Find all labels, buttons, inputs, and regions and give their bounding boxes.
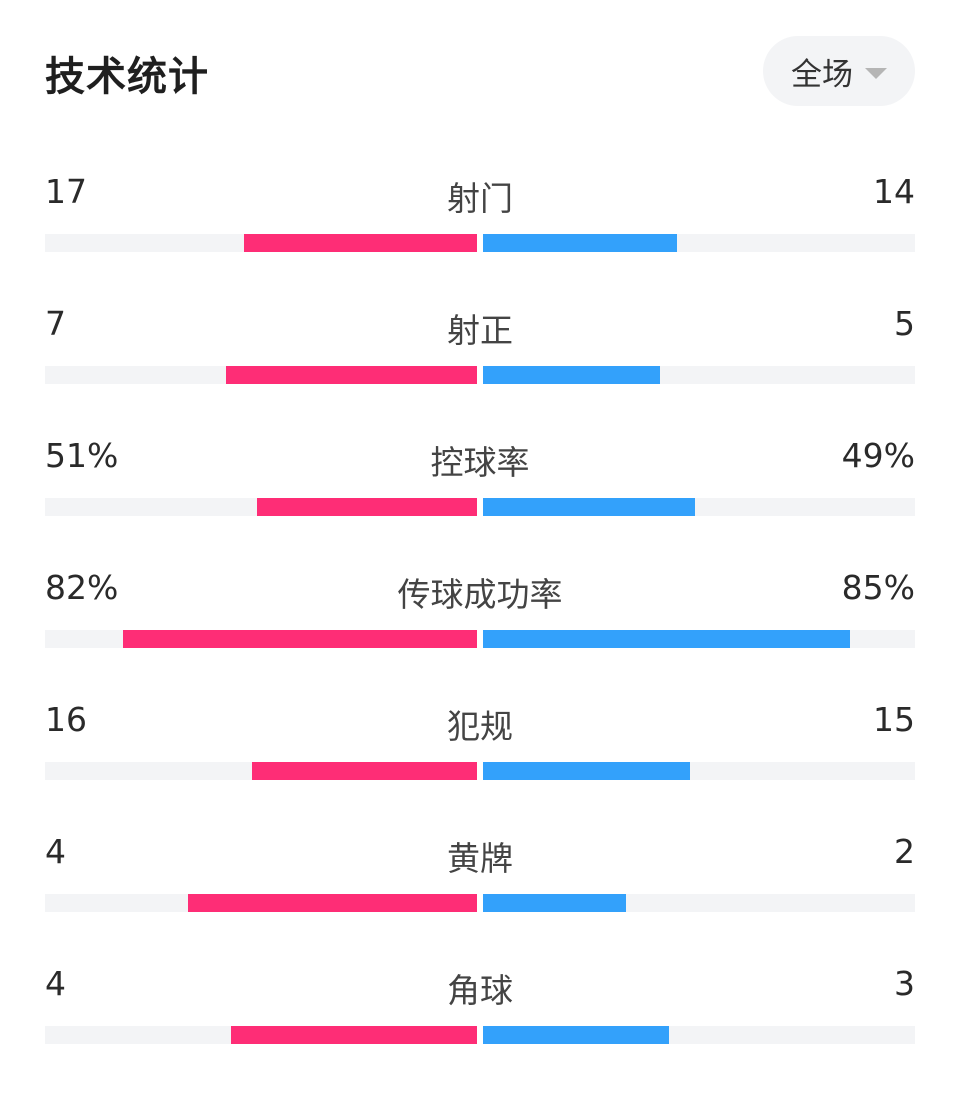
comparison-bar xyxy=(45,762,915,780)
home-value: 16 xyxy=(45,700,87,739)
comparison-bar xyxy=(45,1026,915,1044)
stats-list: 17 射门 14 7 射正 5 51% 控球率 49% xyxy=(45,160,915,1084)
away-bar xyxy=(483,630,850,648)
stat-label: 射门 xyxy=(447,179,513,218)
home-value: 4 xyxy=(45,832,66,871)
home-bar xyxy=(188,894,477,912)
period-dropdown[interactable]: 全场 xyxy=(763,36,915,106)
home-value: 51% xyxy=(45,436,119,475)
stat-label: 传球成功率 xyxy=(397,575,563,614)
home-value: 7 xyxy=(45,304,66,343)
stat-row: 4 角球 3 xyxy=(45,952,915,1084)
home-bar xyxy=(252,762,477,780)
page-title: 技术统计 xyxy=(45,54,209,100)
away-value: 49% xyxy=(841,436,915,475)
home-bar xyxy=(257,498,477,516)
stat-row: 4 黄牌 2 xyxy=(45,820,915,952)
away-value: 2 xyxy=(894,832,915,871)
away-bar xyxy=(483,1026,669,1044)
home-bar xyxy=(226,366,477,384)
away-value: 3 xyxy=(894,964,915,1003)
home-value: 17 xyxy=(45,172,87,211)
stat-row: 16 犯规 15 xyxy=(45,688,915,820)
comparison-bar xyxy=(45,234,915,252)
stat-label: 控球率 xyxy=(430,443,530,482)
away-bar xyxy=(483,762,690,780)
away-value: 14 xyxy=(873,172,915,211)
comparison-bar xyxy=(45,498,915,516)
home-bar xyxy=(231,1026,477,1044)
away-value: 85% xyxy=(841,568,915,607)
home-bar xyxy=(123,630,477,648)
stat-row: 17 射门 14 xyxy=(45,160,915,292)
away-bar xyxy=(483,234,677,252)
stat-row: 51% 控球率 49% xyxy=(45,424,915,556)
stats-header: 技术统计 全场 xyxy=(45,36,915,108)
away-bar xyxy=(483,366,660,384)
stat-label: 犯规 xyxy=(447,707,513,746)
comparison-bar xyxy=(45,366,915,384)
caret-down-icon xyxy=(865,67,887,79)
away-bar xyxy=(483,894,626,912)
comparison-bar xyxy=(45,894,915,912)
home-value: 4 xyxy=(45,964,66,1003)
stat-row: 82% 传球成功率 85% xyxy=(45,556,915,688)
stat-label: 角球 xyxy=(447,971,513,1010)
away-bar xyxy=(483,498,695,516)
home-bar xyxy=(244,234,477,252)
period-dropdown-label: 全场 xyxy=(791,56,853,93)
stat-row: 7 射正 5 xyxy=(45,292,915,424)
stat-label: 射正 xyxy=(447,311,513,350)
stat-label: 黄牌 xyxy=(447,839,513,878)
away-value: 5 xyxy=(894,304,915,343)
away-value: 15 xyxy=(873,700,915,739)
home-value: 82% xyxy=(45,568,119,607)
comparison-bar xyxy=(45,630,915,648)
